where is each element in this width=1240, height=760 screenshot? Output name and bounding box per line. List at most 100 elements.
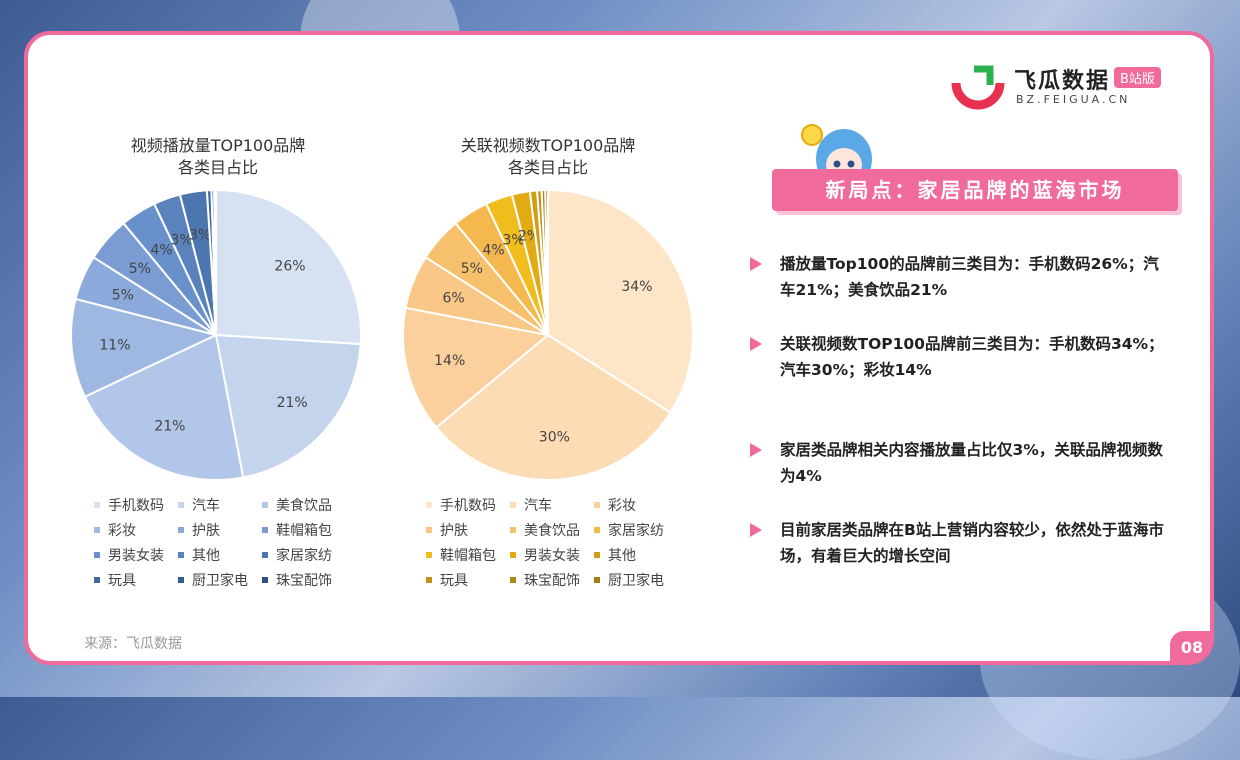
legend-label: 男装女装 (524, 548, 580, 564)
legend-item: 彩妆 (94, 520, 164, 540)
legend-swatch (426, 502, 432, 508)
legend-swatch (594, 527, 600, 533)
legend-swatch (594, 577, 600, 583)
slide-card: 飞瓜数据 B站版 BZ.FEIGUA.CN 视频播放量TOP100品牌 各类目占… (24, 31, 1214, 665)
legend-label: 其他 (608, 548, 636, 564)
section-banner: 新局点：家居品牌的蓝海市场 (772, 169, 1178, 211)
pie-slice-label: 3% (503, 233, 525, 249)
legend-label: 珠宝配饰 (276, 573, 332, 589)
legend-label: 玩具 (108, 573, 136, 589)
bullet-3: 家居类品牌相关内容播放量占比仅3%，关联品牌视频数为4% (750, 437, 1170, 489)
legend-item: 珠宝配饰 (262, 570, 332, 590)
chart1-title-block: 视频播放量TOP100品牌 各类目占比 (88, 135, 348, 179)
bullet-1-text: 播放量Top100的品牌前三类目为：手机数码26%；汽车21%；美食饮品21% (780, 255, 1159, 299)
pie-slice-label: 26% (274, 259, 305, 275)
pie-slice-label: 34% (621, 279, 652, 295)
pie-slice-label: 30% (539, 429, 570, 445)
chart2-title-block: 关联视频数TOP100品牌 各类目占比 (418, 135, 678, 179)
legend-label: 手机数码 (440, 498, 496, 514)
bullet-4: 目前家居类品牌在B站上营销内容较少，依然处于蓝海市场，有着巨大的增长空间 (750, 517, 1170, 569)
legend-label: 男装女装 (108, 548, 164, 564)
legend-item: 手机数码 (426, 495, 496, 515)
legend-item: 厨卫家电 (594, 570, 664, 590)
legend-label: 其他 (192, 548, 220, 564)
legend-swatch (178, 502, 184, 508)
chart1-title: 视频播放量TOP100品牌 (130, 136, 306, 155)
legend-swatch (594, 552, 600, 558)
bullet-triangle-icon (750, 257, 762, 271)
pie-slice-2 (214, 333, 362, 479)
pie-slice-4 (70, 297, 219, 399)
legend-swatch (510, 577, 516, 583)
pie-slice-3 (83, 333, 245, 481)
bullet-triangle-icon (750, 523, 762, 537)
legend-item: 男装女装 (510, 545, 580, 565)
pie-slice-2 (434, 333, 672, 481)
bullet-3-text: 家居类品牌相关内容播放量占比仅3%，关联品牌视频数为4% (780, 441, 1163, 485)
pie-slice-label: 21% (277, 395, 308, 411)
pie-slice-1 (215, 188, 362, 346)
legend-swatch (262, 577, 268, 583)
legend-label: 家居家纺 (608, 523, 664, 539)
bullet-2-text: 关联视频数TOP100品牌前三类目为：手机数码34%；汽车30%；彩妆14% (780, 335, 1164, 379)
bullet-triangle-icon (750, 337, 762, 351)
bullet-triangle-icon (750, 443, 762, 457)
legend-item: 护肤 (426, 520, 496, 540)
legend-swatch (94, 577, 100, 583)
pie-slice-label: 5% (461, 261, 483, 277)
pie-slice-label: 4% (483, 242, 505, 258)
legend-swatch (426, 527, 432, 533)
legend-swatch (178, 527, 184, 533)
legend-item: 彩妆 (594, 495, 664, 515)
legend-item: 美食饮品 (510, 520, 580, 540)
legend-item: 鞋帽箱包 (262, 520, 332, 540)
legend-item: 汽车 (510, 495, 580, 515)
legend-swatch (178, 577, 184, 583)
feigua-logo-icon (951, 65, 1005, 110)
bullet-1: 播放量Top100的品牌前三类目为：手机数码26%；汽车21%；美食饮品21% (750, 251, 1170, 303)
legend-item: 其他 (178, 545, 248, 565)
legend-item: 护肤 (178, 520, 248, 540)
legend-label: 护肤 (192, 523, 220, 539)
pie-slice-label: 21% (154, 418, 185, 434)
legend-item: 家居家纺 (262, 545, 332, 565)
pie-slice-label: 3% (171, 233, 193, 249)
legend-swatch (262, 527, 268, 533)
chart2-legend: 手机数码 汽车 彩妆护肤 美食饮品 家居家纺鞋帽箱包 男装女装 其他玩具 珠宝配饰 厨卫家电 (426, 495, 664, 590)
legend-swatch (510, 502, 516, 508)
legend-item: 手机数码 (94, 495, 164, 515)
legend-label: 鞋帽箱包 (276, 523, 332, 539)
legend-item: 其他 (594, 545, 664, 565)
chart1-subtitle: 各类目占比 (177, 158, 258, 177)
logo-domain: BZ.FEIGUA.CN (1016, 93, 1131, 106)
legend-label: 鞋帽箱包 (440, 548, 496, 564)
legend-item: 男装女装 (94, 545, 164, 565)
legend-swatch (594, 502, 600, 508)
pie-slice-label: 3% (189, 228, 211, 244)
legend-label: 美食饮品 (276, 498, 332, 514)
legend-label: 玩具 (440, 573, 468, 589)
legend-item: 珠宝配饰 (510, 570, 580, 590)
legend-label: 厨卫家电 (192, 573, 248, 589)
legend-label: 手机数码 (108, 498, 164, 514)
legend-swatch (426, 552, 432, 558)
pie-slice-label: 5% (112, 288, 134, 304)
chart2-title: 关联视频数TOP100品牌 (460, 136, 636, 155)
legend-item: 家居家纺 (594, 520, 664, 540)
legend-label: 彩妆 (108, 523, 136, 539)
pie-slice-12 (544, 188, 549, 336)
legend-label: 汽车 (192, 498, 220, 514)
legend-item: 玩具 (426, 570, 496, 590)
legend-item: 鞋帽箱包 (426, 545, 496, 565)
legend-swatch (510, 527, 516, 533)
pie-slice-label: 4% (151, 242, 173, 258)
pie-slice-12 (213, 188, 217, 336)
pie-slice-label: 6% (443, 291, 465, 307)
legend-swatch (94, 502, 100, 508)
legend-swatch (178, 552, 184, 558)
legend-swatch (510, 552, 516, 558)
pie-slice-3 (402, 306, 551, 429)
legend-item: 汽车 (178, 495, 248, 515)
legend-item: 美食饮品 (262, 495, 332, 515)
source-note: 来源：飞瓜数据 (84, 636, 182, 652)
